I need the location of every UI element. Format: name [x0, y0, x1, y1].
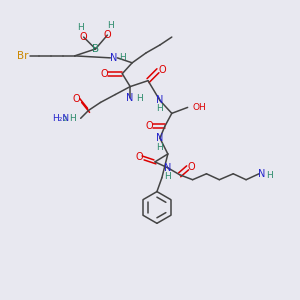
Text: N: N	[127, 94, 134, 103]
Text: H: H	[107, 21, 114, 30]
Text: H: H	[164, 172, 171, 181]
Text: O: O	[145, 121, 153, 131]
Text: N: N	[156, 95, 164, 106]
Text: H₂N: H₂N	[52, 114, 69, 123]
Text: O: O	[158, 65, 166, 75]
Text: O: O	[100, 69, 108, 79]
Text: O: O	[188, 162, 195, 172]
Text: H: H	[136, 94, 142, 103]
Text: O: O	[135, 152, 143, 162]
Text: H: H	[157, 104, 163, 113]
Text: H: H	[119, 53, 126, 62]
Text: N: N	[164, 163, 172, 173]
Text: H: H	[69, 114, 76, 123]
Text: O: O	[73, 94, 80, 104]
Text: N: N	[110, 53, 117, 63]
Text: N: N	[156, 133, 164, 143]
Text: 2: 2	[63, 116, 67, 122]
Text: H: H	[77, 22, 84, 32]
Text: H: H	[266, 171, 273, 180]
Text: O: O	[103, 30, 111, 40]
Text: N: N	[258, 169, 266, 179]
Text: H: H	[157, 142, 163, 152]
Text: B: B	[92, 44, 99, 54]
Text: OH: OH	[193, 103, 206, 112]
Text: O: O	[80, 32, 87, 42]
Text: Br: Br	[17, 51, 29, 61]
